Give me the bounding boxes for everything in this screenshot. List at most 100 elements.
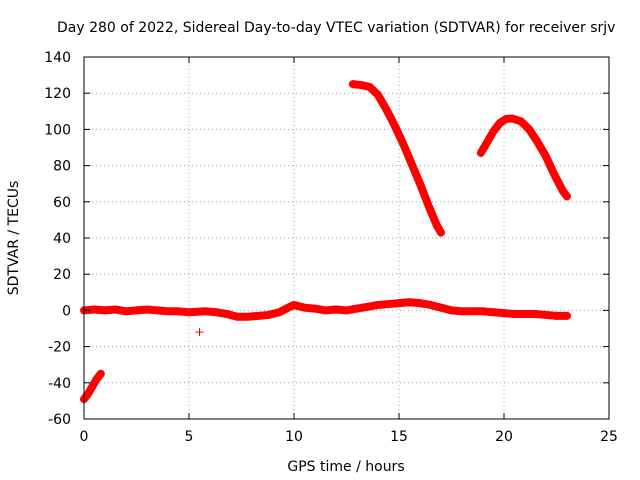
y-tick-label: 100 xyxy=(44,122,71,138)
x-tick-label: 20 xyxy=(495,429,513,445)
y-tick-label: 60 xyxy=(53,195,71,211)
data-point xyxy=(437,303,445,312)
data-point xyxy=(516,117,525,126)
data-point xyxy=(374,300,382,309)
y-tick-label: 140 xyxy=(44,50,71,66)
series-band xyxy=(348,80,445,237)
data-point xyxy=(508,114,517,123)
data-point xyxy=(533,138,542,147)
data-point xyxy=(201,307,210,316)
x-tick-label: 10 xyxy=(285,429,303,445)
data-point xyxy=(458,307,466,316)
data-point xyxy=(285,302,294,311)
data-point xyxy=(365,82,374,91)
data-point xyxy=(558,186,567,195)
data-point xyxy=(300,303,309,312)
data-point xyxy=(489,127,498,136)
data-point xyxy=(489,308,498,317)
plot-frame xyxy=(83,56,610,420)
data-point xyxy=(357,81,366,90)
data-point xyxy=(264,310,273,319)
data-point xyxy=(143,305,151,314)
data-point xyxy=(447,306,456,315)
data-point xyxy=(495,119,504,128)
y-tick-label: -20 xyxy=(48,340,71,356)
data-point xyxy=(321,306,330,315)
data-point xyxy=(374,91,382,100)
data-point xyxy=(521,310,529,319)
data-point xyxy=(101,306,109,315)
data-point xyxy=(476,148,485,157)
data-point xyxy=(542,152,550,161)
data-point xyxy=(437,228,445,237)
data-point xyxy=(353,304,361,313)
data-point xyxy=(399,139,408,148)
series-arc-descending xyxy=(348,80,445,237)
data-point xyxy=(153,306,162,315)
x-axis-label: GPS time / hours xyxy=(287,459,404,475)
axis-ticks: 0 5 10 15 20 25 -60 -40 -20 0 20 40 60 80 100 120 140 xyxy=(44,50,618,445)
data-point xyxy=(185,308,193,317)
data-point xyxy=(311,304,319,313)
y-tick-label: 0 xyxy=(62,303,71,319)
data-point xyxy=(222,310,231,319)
chart-title: Day 280 of 2022, Sidereal Day-to-day VTE… xyxy=(57,20,615,36)
x-tick-label: 25 xyxy=(600,429,618,445)
data-point xyxy=(483,138,492,147)
x-tick-label: 15 xyxy=(390,429,408,445)
data-point xyxy=(348,80,357,89)
data-point xyxy=(233,312,242,321)
data-point xyxy=(254,311,263,320)
grid-lines xyxy=(84,57,609,419)
data-point xyxy=(275,308,284,317)
data-point xyxy=(243,312,252,321)
x-tick-label: 5 xyxy=(185,429,194,445)
data-point xyxy=(88,382,97,391)
y-tick-label: 120 xyxy=(44,86,71,102)
data-point xyxy=(111,305,120,314)
data-point xyxy=(174,307,183,316)
data-point xyxy=(479,307,487,316)
data-point xyxy=(416,299,424,308)
data-point xyxy=(432,221,441,230)
data-point xyxy=(92,375,101,384)
data-point xyxy=(342,306,351,315)
data-point xyxy=(195,328,204,337)
data-point xyxy=(542,310,550,319)
y-tick-label: -40 xyxy=(48,376,71,392)
data-point xyxy=(395,299,403,308)
data-point xyxy=(426,300,435,309)
data-point xyxy=(382,105,391,114)
y-tick-label: 40 xyxy=(53,231,71,247)
data-point xyxy=(90,305,99,314)
data-point xyxy=(390,121,399,130)
data-point xyxy=(164,307,172,316)
data-point xyxy=(132,306,141,315)
y-tick-label: -60 xyxy=(48,412,71,428)
data-point xyxy=(405,298,414,307)
data-point xyxy=(563,311,571,320)
data-point xyxy=(407,159,416,168)
data-points xyxy=(80,80,571,404)
data-point xyxy=(212,308,221,317)
data-point xyxy=(525,125,534,134)
series-arc-peak xyxy=(476,114,571,201)
data-point xyxy=(563,192,571,201)
data-point xyxy=(424,201,433,210)
y-tick-label: 20 xyxy=(53,267,71,283)
data-point xyxy=(468,307,477,316)
data-point xyxy=(510,310,519,319)
data-point xyxy=(84,389,93,398)
data-point xyxy=(363,302,372,311)
data-point xyxy=(550,170,559,179)
y-axis-label: SDTVAR / TECUs xyxy=(6,181,22,296)
y-tick-label: 80 xyxy=(53,159,71,175)
data-point xyxy=(500,309,508,318)
data-point xyxy=(122,307,130,316)
data-point xyxy=(416,179,424,188)
data-point xyxy=(531,310,540,319)
data-point xyxy=(96,369,105,378)
series-near-zero-baseline xyxy=(80,298,571,321)
data-point xyxy=(552,311,561,320)
